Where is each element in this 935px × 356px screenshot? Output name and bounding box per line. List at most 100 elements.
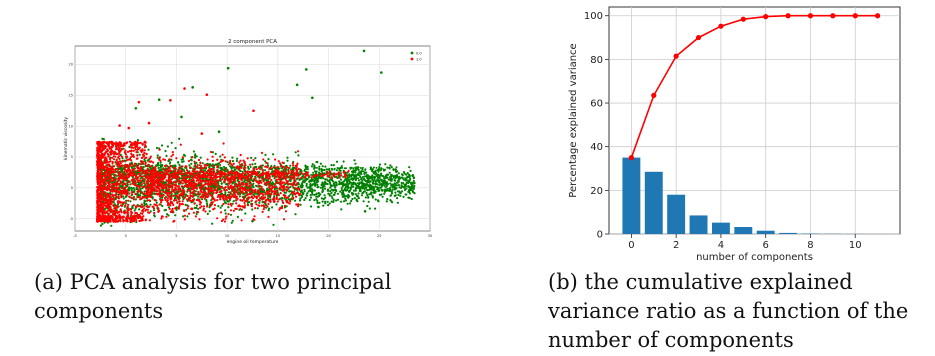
point-series-1: [196, 192, 199, 196]
point-series-0: [380, 193, 383, 196]
point-series-0: [206, 212, 209, 215]
point-series-0: [388, 187, 391, 190]
point-series-0: [130, 189, 133, 192]
point-series-1: [295, 166, 298, 169]
point-series-1: [298, 192, 302, 195]
point-series-1: [142, 210, 145, 213]
point-series-1: [203, 179, 206, 182]
point-series-0: [398, 186, 401, 189]
point-series-1: [143, 182, 146, 185]
point-series-1: [147, 188, 150, 191]
point-series-1: [285, 165, 288, 168]
outlier-point-series-0: [295, 83, 299, 87]
point-series-1: [122, 172, 125, 176]
point-series-0: [181, 160, 184, 163]
point-series-0: [365, 171, 368, 174]
point-series-1: [136, 154, 139, 157]
point-series-1: [125, 155, 128, 158]
point-series-0: [130, 186, 133, 189]
point-series-1: [107, 212, 110, 215]
point-series-0: [355, 183, 358, 186]
point-series-0: [289, 193, 292, 196]
point-series-1: [140, 203, 143, 206]
point-series-0: [166, 145, 169, 148]
point-series-0: [375, 180, 378, 183]
point-series-0: [374, 173, 377, 176]
point-series-0: [368, 177, 371, 180]
point-series-0: [338, 169, 341, 171]
point-series-0: [117, 193, 120, 196]
point-series-0: [235, 159, 239, 163]
point-series-0: [229, 213, 233, 216]
point-series-1: [174, 207, 177, 210]
point-series-1: [258, 180, 261, 183]
outlier-point-series-0: [134, 106, 138, 110]
point-series-0: [335, 160, 339, 163]
point-series-0: [313, 180, 316, 183]
x-tick-label: 20: [326, 234, 330, 238]
point-series-1: [285, 186, 288, 189]
point-series-1: [192, 211, 195, 214]
point-series-0: [193, 162, 197, 165]
point-series-0: [315, 192, 318, 195]
point-series-0: [412, 179, 415, 183]
point-series-1: [195, 186, 198, 189]
point-series-0: [309, 182, 312, 186]
point-series-0: [313, 170, 317, 173]
point-series-0: [372, 179, 375, 183]
point-series-1: [279, 192, 282, 195]
point-series-0: [378, 181, 381, 184]
point-series-0: [332, 164, 335, 167]
point-series-1: [187, 159, 191, 163]
point-series-0: [405, 193, 408, 196]
point-series-0: [364, 180, 367, 183]
point-series-1: [148, 157, 152, 160]
point-series-1: [284, 210, 288, 213]
point-series-0: [362, 185, 365, 188]
point-series-1: [171, 211, 174, 214]
point-series-0: [243, 179, 246, 182]
point-series-1: [242, 197, 246, 200]
point-series-1: [102, 174, 105, 177]
point-series-0: [401, 173, 404, 176]
point-series-1: [176, 201, 179, 204]
point-series-0: [226, 168, 229, 171]
point-series-1: [250, 205, 253, 208]
point-series-0: [397, 184, 400, 187]
point-series-0: [138, 181, 141, 184]
point-series-0: [295, 177, 298, 180]
point-series-1: [162, 180, 165, 183]
point-series-0: [322, 198, 325, 201]
point-series-0: [126, 183, 129, 186]
point-series-0: [121, 195, 125, 198]
point-series-1: [117, 168, 120, 171]
point-series-0: [298, 199, 302, 202]
point-series-0: [190, 162, 193, 165]
point-series-0: [268, 207, 271, 210]
point-series-1: [255, 200, 258, 203]
point-series-0: [384, 163, 387, 166]
point-series-0: [372, 176, 375, 179]
point-series-0: [255, 184, 258, 187]
point-series-0: [363, 190, 366, 193]
point-series-0: [256, 207, 259, 210]
point-series-0: [315, 198, 318, 201]
point-series-0: [237, 191, 240, 194]
point-series-1: [169, 182, 172, 185]
point-series-1: [104, 183, 107, 186]
point-series-0: [400, 190, 404, 193]
point-series-1: [262, 158, 265, 161]
point-series-0: [197, 207, 200, 210]
point-series-1: [227, 185, 230, 188]
point-series-0: [314, 184, 317, 187]
point-series-0: [110, 224, 113, 227]
point-series-0: [305, 166, 308, 169]
point-series-0: [137, 163, 140, 165]
point-series-0: [344, 197, 347, 200]
point-series-1: [277, 178, 281, 181]
point-series-1: [144, 161, 147, 164]
point-series-0: [186, 215, 189, 218]
point-series-0: [294, 151, 297, 154]
point-series-0: [346, 179, 349, 182]
point-series-0: [178, 137, 181, 140]
